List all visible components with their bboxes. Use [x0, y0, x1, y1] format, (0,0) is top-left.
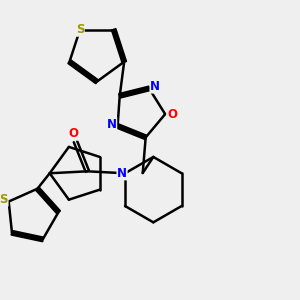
Text: O: O [68, 127, 79, 140]
Text: N: N [150, 80, 160, 93]
Text: S: S [76, 23, 84, 36]
Text: S: S [0, 193, 8, 206]
Text: O: O [167, 108, 177, 121]
Text: N: N [117, 167, 127, 180]
Text: N: N [107, 118, 117, 130]
